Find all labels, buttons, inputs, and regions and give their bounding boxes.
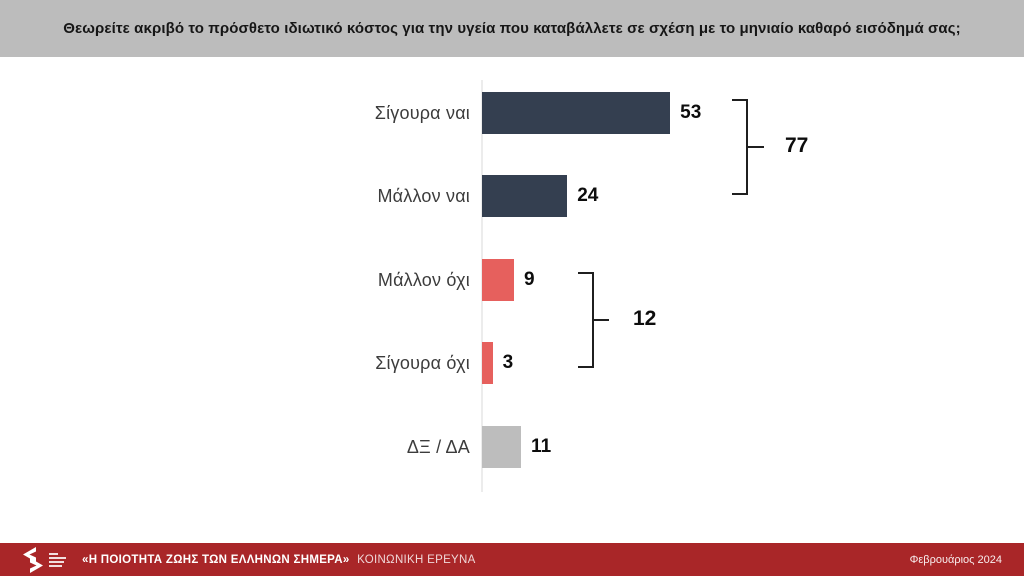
bar (482, 426, 522, 468)
report-title: «Η ΠΟΙΟΤΗΤΑ ΖΩΗΣ ΤΩΝ ΕΛΛΗΝΩΝ ΣΗΜΕΡΑ» (82, 553, 350, 566)
group-total-no: 12 (633, 307, 657, 330)
logo-chevrons-icon (23, 546, 43, 573)
footer-title: «Η ΠΟΙΟΤΗΤΑ ΖΩΗΣ ΤΩΝ ΕΛΛΗΝΩΝ ΣΗΜΕΡΑ» ΚΟΙ… (82, 554, 476, 566)
group-bracket-yes (732, 99, 748, 195)
bar (482, 259, 514, 301)
chart-row: Μάλλον όχι 9 (0, 259, 1024, 301)
category-label: Σίγουρα όχι (375, 352, 470, 373)
category-label: ΔΞ / ΔΑ (406, 436, 470, 457)
chart-row: Μάλλον ναι 24 (0, 175, 1024, 217)
bar (482, 342, 493, 384)
category-label: Μάλλον ναι (377, 185, 470, 206)
question-text: Θεωρείτε ακριβό το πρόσθετο ιδιωτικό κόσ… (63, 20, 961, 37)
value-label: 24 (577, 185, 599, 206)
value-label: 9 (523, 269, 535, 290)
footer-bar: «Η ΠΟΙΟΤΗΤΑ ΖΩΗΣ ΤΩΝ ΕΛΛΗΝΩΝ ΣΗΜΕΡΑ» ΚΟΙ… (0, 543, 1024, 576)
question-banner: Θεωρείτε ακριβό το πρόσθετο ιδιωτικό κόσ… (0, 0, 1024, 57)
chart-row: ΔΞ / ΔΑ 11 (0, 426, 1024, 468)
group-bracket-no-tick (594, 319, 609, 321)
category-label: Σίγουρα ναι (374, 102, 470, 123)
value-label: 11 (531, 436, 552, 457)
group-bracket-yes-tick (748, 146, 764, 148)
value-label: 53 (680, 102, 702, 123)
chart-row: Σίγουρα ναι 53 (0, 92, 1024, 134)
group-total-yes: 77 (785, 134, 809, 157)
chart-row: Σίγουρα όχι 3 (0, 342, 1024, 384)
category-label: Μάλλον όχι (377, 269, 470, 290)
group-bracket-no (578, 272, 594, 368)
logo-text-lines (49, 552, 66, 567)
report-subtitle: ΚΟΙΝΩΝΙΚΗ ΕΡΕΥΝΑ (357, 553, 476, 566)
footer-date: Φεβρουάριος 2024 (909, 553, 1002, 566)
bar (482, 175, 568, 217)
bar (482, 92, 671, 134)
company-logo (22, 546, 66, 574)
value-label: 3 (502, 352, 514, 373)
